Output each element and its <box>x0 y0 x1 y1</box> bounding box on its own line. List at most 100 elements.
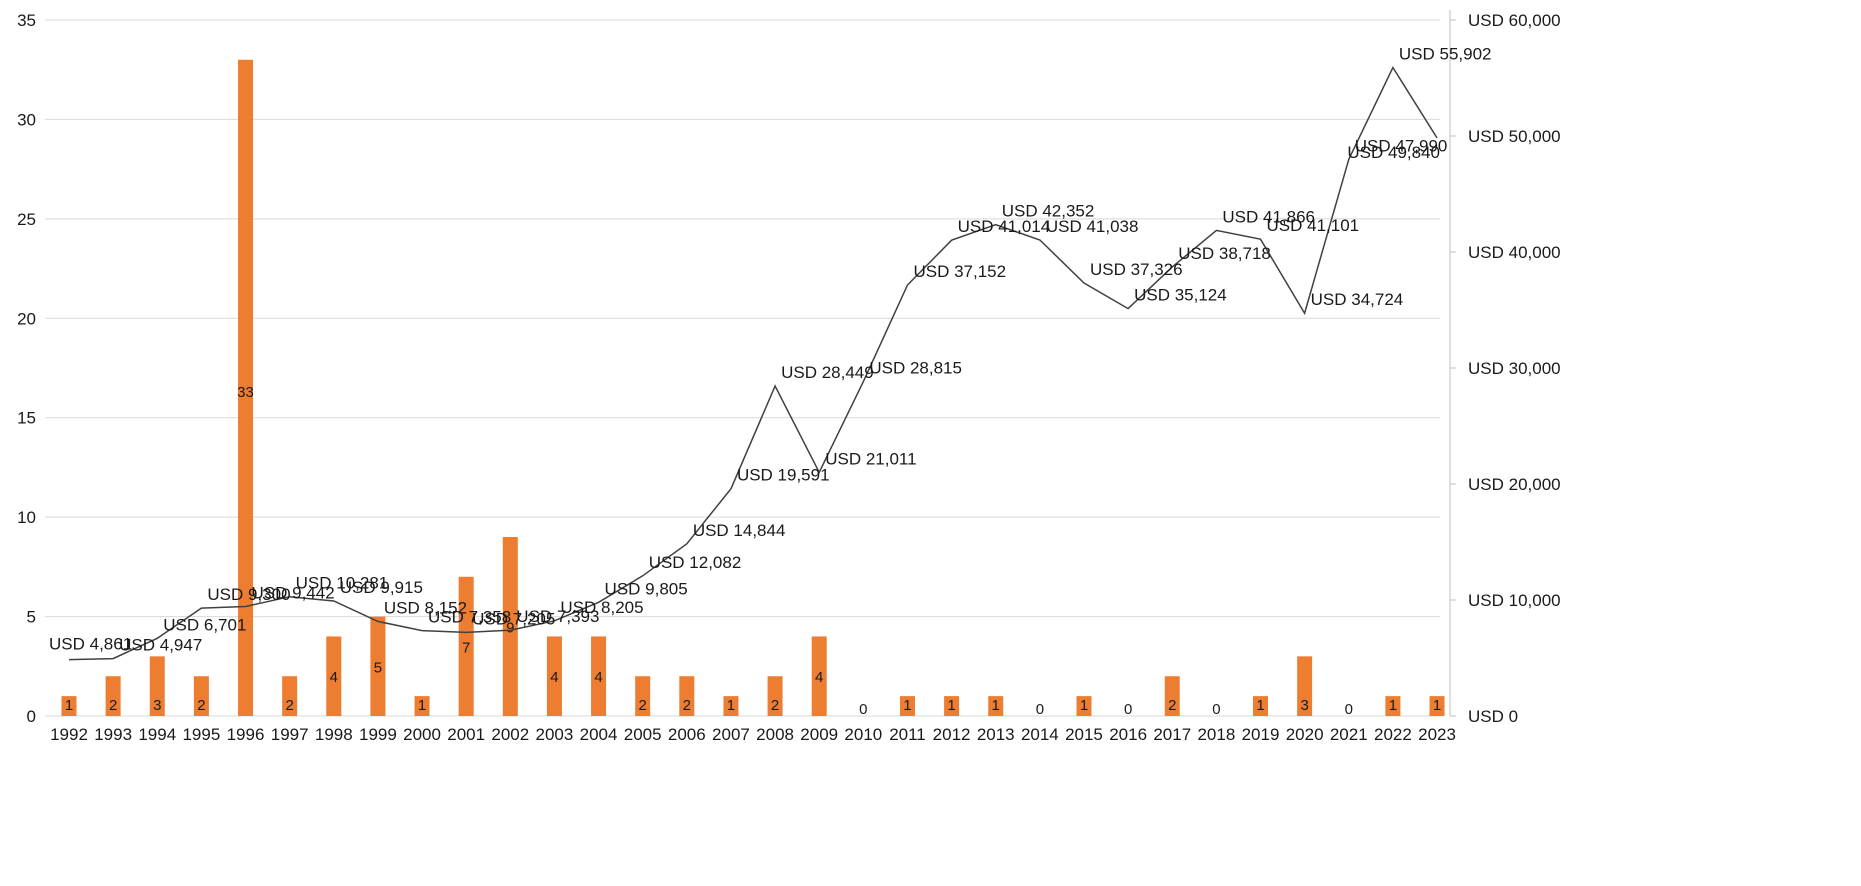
line-label: USD 47,990 <box>1355 136 1448 155</box>
bar-label: 1 <box>947 697 955 714</box>
x-axis-tick: 2009 <box>800 725 838 744</box>
left-axis-tick: 20 <box>17 309 36 328</box>
bar-label: 1 <box>903 697 911 714</box>
bar-label: 4 <box>594 669 602 686</box>
bar <box>1429 696 1445 716</box>
bar-label: 4 <box>815 669 823 686</box>
bar-label: 0 <box>1124 701 1132 718</box>
bar <box>238 59 254 717</box>
right-axis-tick: USD 10,000 <box>1468 591 1561 610</box>
x-axis-tick: 2003 <box>536 725 574 744</box>
bar <box>591 636 607 716</box>
x-axis-tick: 2020 <box>1286 725 1324 744</box>
left-axis-tick: 35 <box>17 11 36 30</box>
x-axis-tick: 2021 <box>1330 725 1368 744</box>
bar <box>149 656 165 716</box>
left-axis-ticks: 0 5 10 15 20 25 30 35 <box>17 11 36 726</box>
bar-label: 9 <box>506 620 514 637</box>
bar <box>988 696 1004 716</box>
bar <box>61 696 77 716</box>
x-axis-tick: 2017 <box>1153 725 1191 744</box>
bar <box>679 676 695 716</box>
line-label: USD 9,300 <box>207 585 290 604</box>
x-axis-tick: 2006 <box>668 725 706 744</box>
line-label: USD 41,014 <box>958 217 1051 236</box>
bar <box>458 576 474 716</box>
left-axis-tick: 15 <box>17 409 36 428</box>
bar <box>502 537 518 716</box>
x-axis-tick: 1997 <box>271 725 309 744</box>
bar-label: 2 <box>1168 697 1176 714</box>
x-axis-tick: 2023 <box>1418 725 1456 744</box>
x-axis-tick: 2002 <box>491 725 529 744</box>
bar-label: 2 <box>771 697 779 714</box>
bar <box>1297 656 1313 716</box>
bar-label: 0 <box>1212 701 1220 718</box>
line-label: USD 38,718 <box>1178 244 1271 263</box>
line-label: USD 19,591 <box>737 466 830 485</box>
right-axis-tick: USD 50,000 <box>1468 127 1561 146</box>
bar <box>326 636 342 716</box>
left-axis-tick: 25 <box>17 210 36 229</box>
bar-label: 3 <box>153 697 161 714</box>
line-label: USD 6,701 <box>163 615 246 634</box>
bar <box>899 696 915 716</box>
line-label: USD 7,358 <box>428 608 511 627</box>
x-axis-tick: 2010 <box>844 725 882 744</box>
x-axis-tick: 2007 <box>712 725 750 744</box>
bar <box>193 676 209 716</box>
x-axis-tick: 2000 <box>403 725 441 744</box>
bar <box>1164 676 1180 716</box>
x-axis-tick: 2019 <box>1242 725 1280 744</box>
x-axis-tick: 2018 <box>1197 725 1235 744</box>
x-axis-tick: 1993 <box>94 725 132 744</box>
bar <box>105 676 121 716</box>
x-axis-tick: 2015 <box>1065 725 1103 744</box>
x-axis-tick: 1992 <box>50 725 88 744</box>
x-axis-tick: 2001 <box>447 725 485 744</box>
x-axis-tick: 2012 <box>933 725 971 744</box>
bar-label: 2 <box>197 697 205 714</box>
bar <box>944 696 960 716</box>
line-label: USD 28,449 <box>781 363 874 382</box>
left-axis-tick: 5 <box>27 608 36 627</box>
line-label: USD 4,947 <box>119 636 202 655</box>
left-axis-tick: 0 <box>27 707 36 726</box>
bar-label: 2 <box>683 697 691 714</box>
line-label: USD 9,915 <box>340 578 423 597</box>
bar-label: 1 <box>65 697 73 714</box>
x-axis-tick: 2013 <box>977 725 1015 744</box>
x-axis-tick: 1995 <box>182 725 220 744</box>
bar-label: 0 <box>1345 701 1353 718</box>
x-axis-tick: 2008 <box>756 725 794 744</box>
right-axis-tick: USD 0 <box>1468 707 1518 726</box>
bar-label: 2 <box>285 697 293 714</box>
bar-label: 5 <box>374 659 382 676</box>
bar-label: 1 <box>418 697 426 714</box>
x-axis-tick: 2022 <box>1374 725 1412 744</box>
right-axis-tick: USD 40,000 <box>1468 243 1561 262</box>
bar <box>282 676 298 716</box>
bar <box>1076 696 1092 716</box>
x-axis-tick: 2016 <box>1109 725 1147 744</box>
left-axis-tick: 10 <box>17 508 36 527</box>
line-label: USD 41,038 <box>1046 217 1139 236</box>
line-label: USD 7,205 <box>472 609 555 628</box>
bar-label: 33 <box>237 384 254 401</box>
bar-label: 3 <box>1300 697 1308 714</box>
bar-label: 2 <box>639 697 647 714</box>
line-label: USD 9,805 <box>605 579 688 598</box>
bar <box>1253 696 1269 716</box>
bar-label: 2 <box>109 697 117 714</box>
bar-label: 1 <box>1080 697 1088 714</box>
x-axis-tick: 1998 <box>315 725 353 744</box>
bar <box>414 696 430 716</box>
bar-label: 4 <box>330 669 338 686</box>
bar-label: 4 <box>550 669 558 686</box>
gridlines <box>45 19 1440 717</box>
line-label: USD 9,442 <box>252 583 335 602</box>
bar-series: 1 2 3 2 33 2 4 5 1 7 9 4 4 2 2 1 2 4 0 1 1 1 0 1 0 2 0 1 3 0 1 1 <box>61 59 1445 718</box>
line-series <box>68 65 1438 661</box>
